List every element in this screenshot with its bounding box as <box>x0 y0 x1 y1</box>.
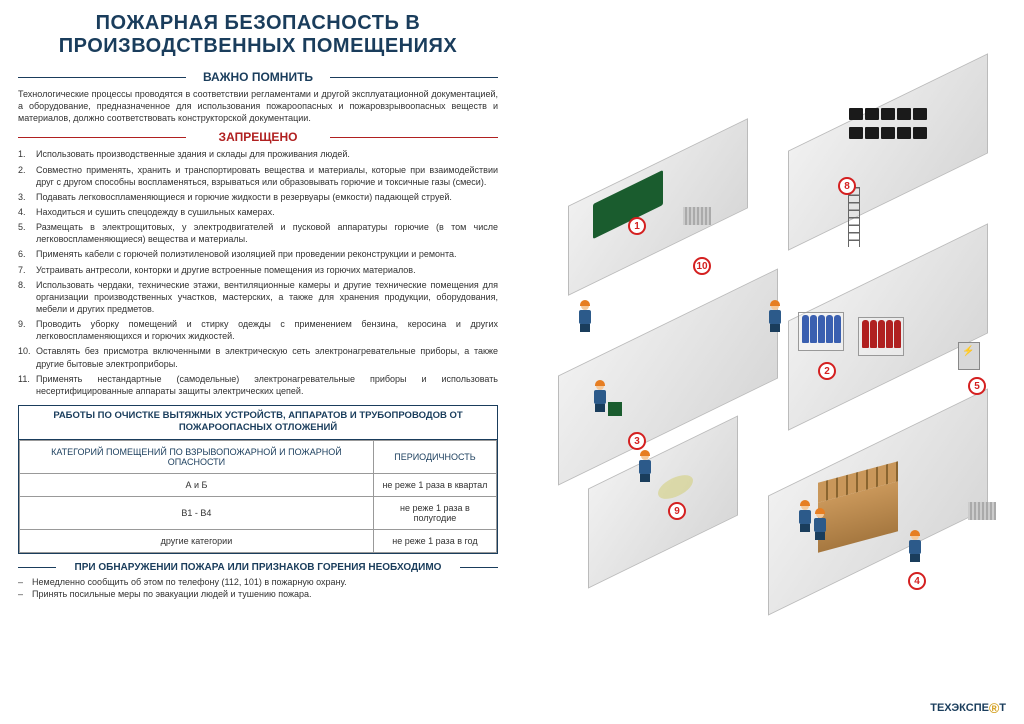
gas-cylinders-blue <box>798 312 844 351</box>
gas-cylinders-red <box>858 317 904 356</box>
marker-8: 8 <box>838 177 856 195</box>
radiator-icon <box>683 207 711 225</box>
table-cell: В1 - В4 <box>20 496 374 529</box>
worker-icon <box>593 382 607 410</box>
worker-icon <box>638 452 652 480</box>
table-cell: А и Б <box>20 473 374 496</box>
marker-2: 2 <box>818 362 836 380</box>
table-cell: не реже 1 раза в год <box>373 529 496 552</box>
list-item: Подавать легковоспламеняющиеся и горючие… <box>18 191 498 203</box>
cleaning-table: РАБОТЫ ПО ОЧИСТКЕ ВЫТЯЖНЫХ УСТРОЙСТВ, АП… <box>18 405 498 554</box>
marker-4: 4 <box>908 572 926 590</box>
ladder-icon <box>848 187 860 247</box>
logo: ТЕХЭКСПЕ®Т <box>930 700 1006 716</box>
fire-heading: ПРИ ОБНАРУЖЕНИИ ПОЖАРА ИЛИ ПРИЗНАКОВ ГОР… <box>18 562 498 573</box>
list-item: Использовать производственные здания и с… <box>18 148 498 160</box>
marker-5: 5 <box>968 377 986 395</box>
list-item: Использовать чердаки, технические этажи,… <box>18 279 498 315</box>
fire-list: Немедленно сообщить об этом по телефону … <box>18 577 498 599</box>
table-cell: другие категории <box>20 529 374 552</box>
table-cell: не реже 1 раза в квартал <box>373 473 496 496</box>
bucket-icon <box>608 402 622 416</box>
prohibited-list: Использовать производственные здания и с… <box>18 148 498 397</box>
table-cell: не реже 1 раза в полугодие <box>373 496 496 529</box>
important-heading: ВАЖНО ПОМНИТЬ <box>18 70 498 84</box>
list-item: Немедленно сообщить об этом по телефону … <box>18 577 498 587</box>
table-title: РАБОТЫ ПО ОЧИСТКЕ ВЫТЯЖНЫХ УСТРОЙСТВ, АП… <box>19 406 497 440</box>
list-item: Применять кабели с горючей полиэтиленово… <box>18 248 498 260</box>
list-item: Применять нестандартные (самодельные) эл… <box>18 373 498 397</box>
table-header: ПЕРИОДИЧНОСТЬ <box>373 440 496 473</box>
prohibited-heading: ЗАПРЕЩЕНО <box>18 130 498 144</box>
list-item: Проводить уборку помещений и стирку одеж… <box>18 318 498 342</box>
important-text: Технологические процессы проводятся в со… <box>18 88 498 124</box>
marker-1: 1 <box>628 217 646 235</box>
list-item: Размещать в электрощитовых, у электродви… <box>18 221 498 245</box>
page-title: ПОЖАРНАЯ БЕЗОПАСНОСТЬ В ПРОИЗВОДСТВЕННЫХ… <box>18 12 498 58</box>
marker-9: 9 <box>668 502 686 520</box>
monitors-icon <box>848 107 928 145</box>
worker-icon <box>908 532 922 560</box>
radiator-icon <box>968 502 996 520</box>
list-item: Оставлять без присмотра включенными в эл… <box>18 345 498 369</box>
worker-icon <box>813 510 827 538</box>
electrical-box-icon <box>958 342 980 370</box>
marker-3: 3 <box>628 432 646 450</box>
worker-icon <box>798 502 812 530</box>
isometric-illustration: 1 2 3 4 5 8 9 10 <box>508 12 1006 716</box>
list-item: Совместно применять, хранить и транспорт… <box>18 164 498 188</box>
list-item: Находиться и сушить спецодежду в сушильн… <box>18 206 498 218</box>
marker-10: 10 <box>693 257 711 275</box>
worker-icon <box>768 302 782 330</box>
list-item: Принять посильные меры по эвакуации люде… <box>18 589 498 599</box>
floor-area <box>788 53 988 251</box>
list-item: Устраивать антресоли, конторки и другие … <box>18 264 498 276</box>
table-header: КАТЕГОРИЙ ПОМЕЩЕНИЙ ПО ВЗРЫВОПОЖАРНОЙ И … <box>20 440 374 473</box>
worker-icon <box>578 302 592 330</box>
